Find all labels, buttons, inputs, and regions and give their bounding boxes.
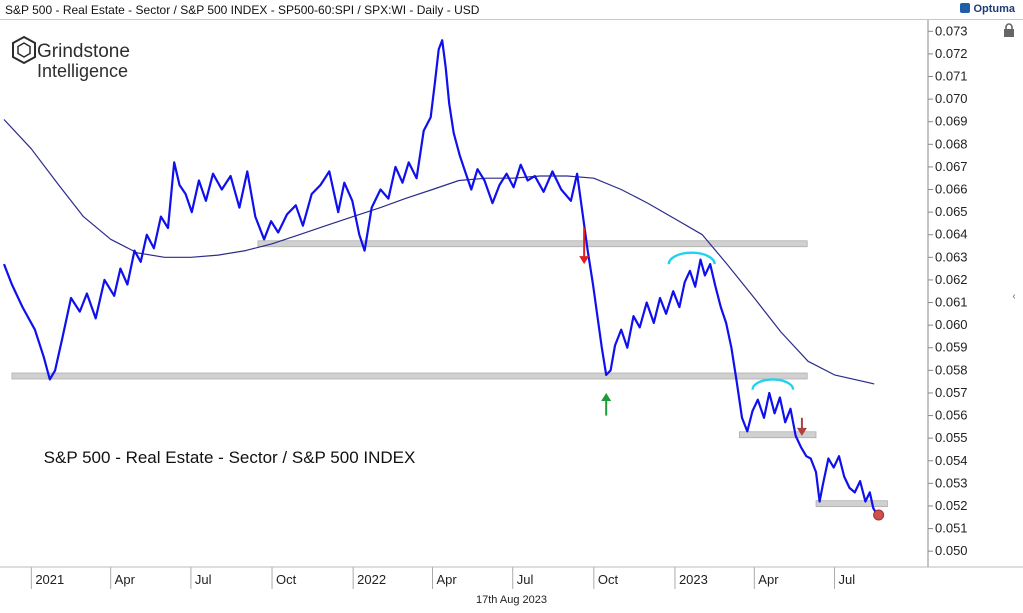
y-tick-label-16: 0.057 [935, 385, 968, 400]
y-tick-label-8: 0.065 [935, 204, 968, 219]
x-tick-label-10: Jul [839, 572, 856, 587]
support-lines [11, 240, 888, 508]
watermark-hex-icon [12, 35, 36, 65]
y-tick-label-10: 0.063 [935, 249, 968, 264]
watermark-line2: Intelligence [37, 61, 128, 81]
y-axis: 0.073 0.072 0.071 0.070 0.069 0.068 0.067 0.066… [928, 23, 968, 558]
support-line-1 [11, 372, 808, 380]
y-tick-label-6: 0.067 [935, 159, 968, 174]
brand-logo: Optuma [960, 3, 1015, 15]
y-tick-label-13: 0.060 [935, 317, 968, 332]
moving-average-layer [3, 119, 875, 385]
y-tick-label-22: 0.051 [935, 521, 968, 536]
y-tick-label-2: 0.071 [935, 69, 968, 84]
x-tick-label-2: Jul [195, 572, 212, 587]
x-axis: 2021 Apr Jul Oct 2022 Apr Jul Oct 2023 Apr Jul [30, 567, 856, 589]
watermark-line1: Grindstone [37, 41, 130, 62]
y-tick-label-17: 0.056 [935, 408, 968, 423]
y-tick-label-19: 0.054 [935, 453, 968, 468]
x-tick-label-0: 2021 [35, 572, 64, 587]
arrow-up-1-head [601, 392, 612, 401]
moving-average-line [3, 119, 875, 385]
price-layer [2, 39, 877, 514]
support-line-2 [738, 431, 817, 439]
y-tick-label-14: 0.059 [935, 340, 968, 355]
arrow-down-0-head [579, 256, 590, 265]
support-line-3 [815, 500, 888, 508]
annotations [579, 227, 885, 521]
y-tick-label-18: 0.055 [935, 430, 968, 445]
y-tick-label-7: 0.066 [935, 182, 968, 197]
brand-mark-icon [960, 3, 971, 13]
y-tick-label-3: 0.070 [935, 91, 968, 106]
x-tick-label-5: Apr [436, 572, 457, 587]
y-tick-label-20: 0.053 [935, 475, 968, 490]
y-tick-label-0: 0.073 [935, 23, 968, 38]
y-tick-label-1: 0.072 [935, 46, 968, 61]
collapse-panel-chevron-icon[interactable]: ‹ [1012, 291, 1016, 302]
x-tick-label-9: Apr [758, 572, 779, 587]
x-tick-label-1: Apr [115, 572, 136, 587]
chart-header-bar: S&P 500 - Real Estate - Sector / S&P 500… [0, 0, 1023, 20]
y-tick-label-4: 0.069 [935, 114, 968, 129]
last-price-dot [873, 509, 885, 521]
brand-name: Optuma [973, 3, 1015, 15]
watermark-logo: Grindstone Intelligence [12, 35, 130, 81]
y-tick-label-23: 0.050 [935, 543, 968, 558]
chart-header-title: S&P 500 - Real Estate - Sector / S&P 500… [5, 3, 480, 17]
y-tick-label-15: 0.058 [935, 362, 968, 377]
footer-date: 17th Aug 2023 [476, 594, 547, 606]
support-line-0 [257, 240, 808, 248]
resistance-arc-0 [667, 251, 716, 265]
y-tick-label-21: 0.052 [935, 498, 968, 513]
x-tick-label-6: Jul [517, 572, 534, 587]
y-tick-label-5: 0.068 [935, 136, 968, 151]
chart-canvas: Grindstone Intelligence 0.0730.0720.0710… [0, 20, 1023, 589]
lock-icon[interactable] [1001, 22, 1017, 38]
price-line [2, 39, 877, 514]
y-tick-label-11: 0.062 [935, 272, 968, 287]
x-tick-label-7: Oct [598, 572, 619, 587]
y-tick-label-9: 0.064 [935, 227, 968, 242]
x-tick-label-4: 2022 [357, 572, 386, 587]
arrow-down-2-head [796, 427, 807, 436]
resistance-arc-1 [751, 378, 795, 390]
x-tick-label-8: 2023 [679, 572, 708, 587]
y-tick-label-12: 0.061 [935, 295, 968, 310]
x-tick-label-3: Oct [276, 572, 297, 587]
series-label: S&P 500 - Real Estate - Sector / S&P 500… [44, 448, 416, 467]
